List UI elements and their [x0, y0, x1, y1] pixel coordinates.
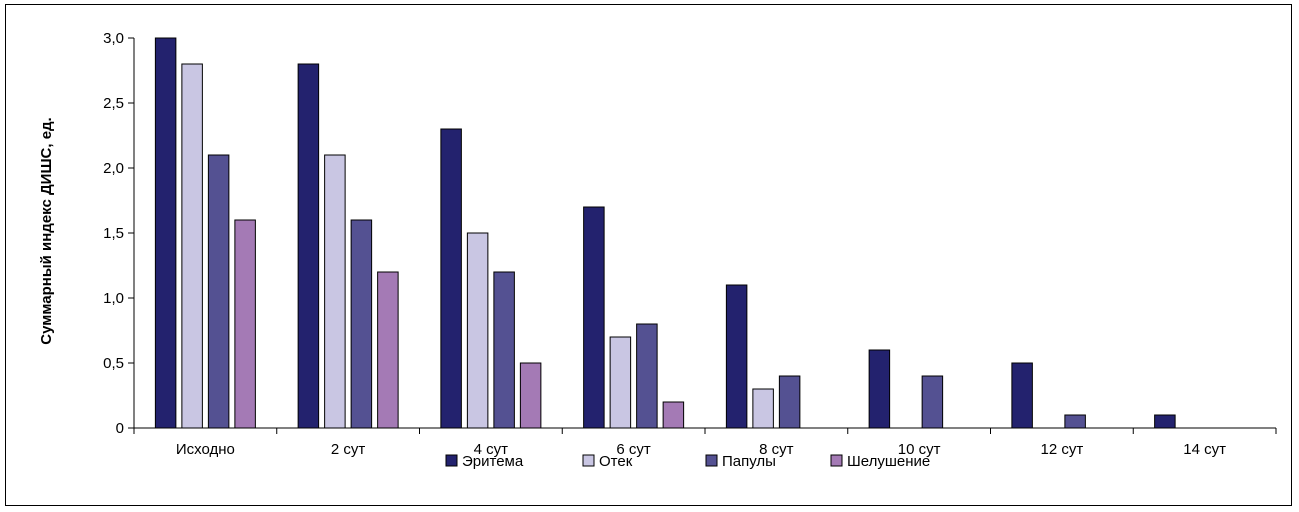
bar-2-1 [181, 63, 203, 429]
bar-2-2 [324, 154, 346, 429]
axes: 0 0,5 1,0 1,5 2,0 2,5 3,0 Исходно 2 сут 4 сут 6 су… [103, 30, 1277, 458]
bar-2-3 [466, 232, 489, 429]
bar-3-1 [207, 154, 230, 429]
legend-swatch [582, 454, 595, 467]
bar-2-5 [752, 388, 774, 429]
x-tick-label: 8 сут [759, 441, 794, 458]
bar-3-5 [778, 375, 801, 429]
bars [154, 37, 1176, 429]
bar-1-4 [583, 206, 605, 429]
bar-3-4 [636, 323, 658, 429]
bar-4-1 [234, 219, 256, 429]
bar-3-3 [493, 271, 515, 429]
legend-label: Отек [599, 453, 633, 470]
bar-4-4 [662, 401, 685, 429]
legend-swatch [445, 454, 458, 467]
y-tick-label: 1,0 [103, 290, 124, 307]
x-tick-label: 2 сут [331, 441, 366, 458]
bar-3-7 [1064, 414, 1086, 429]
bar-chart: 0 0,5 1,0 1,5 2,0 2,5 3,0 Исходно 2 сут 4 сут 6 су… [38, 30, 1277, 470]
x-tick-label: 14 сут [1183, 441, 1226, 458]
bar-1-7 [1011, 362, 1033, 429]
bar-4-3 [519, 362, 542, 429]
bar-2-4 [609, 336, 632, 429]
bar-3-6 [921, 375, 944, 429]
bar-1-2 [297, 63, 320, 429]
x-tick-label: 12 сут [1041, 441, 1084, 458]
bar-1-5 [725, 284, 748, 429]
x-tick-label: 6 сут [616, 441, 651, 458]
legend: Эритема Отек Папулы Шелушение [445, 453, 930, 470]
legend-swatch [705, 454, 718, 467]
legend-label: Папулы [722, 453, 776, 470]
bar-3-2 [350, 219, 373, 429]
y-tick-label: 1,5 [103, 225, 124, 242]
legend-swatch [830, 454, 843, 467]
x-tick-label: 4 сут [474, 441, 509, 458]
y-axis-label: Суммарный индекс ДИШС, ед. [38, 117, 55, 344]
legend-label: Шелушение [847, 453, 930, 470]
legend-label: Эритема [462, 453, 524, 470]
y-tick-label: 3,0 [103, 30, 124, 47]
bar-1-1 [154, 37, 177, 429]
bar-1-3 [440, 128, 462, 429]
y-tick-label: 0 [116, 420, 124, 437]
y-tick-label: 2,0 [103, 160, 124, 177]
chart-frame: 0 0,5 1,0 1,5 2,0 2,5 3,0 Исходно 2 сут 4 сут 6 су… [5, 4, 1292, 506]
x-tick-label: Исходно [176, 441, 235, 458]
bar-1-6 [868, 349, 891, 429]
x-tick-label: 10 сут [898, 441, 941, 458]
bar-1-8 [1154, 414, 1176, 429]
y-tick-label: 0,5 [103, 355, 124, 372]
bar-4-2 [377, 271, 399, 429]
y-tick-label: 2,5 [103, 95, 124, 112]
